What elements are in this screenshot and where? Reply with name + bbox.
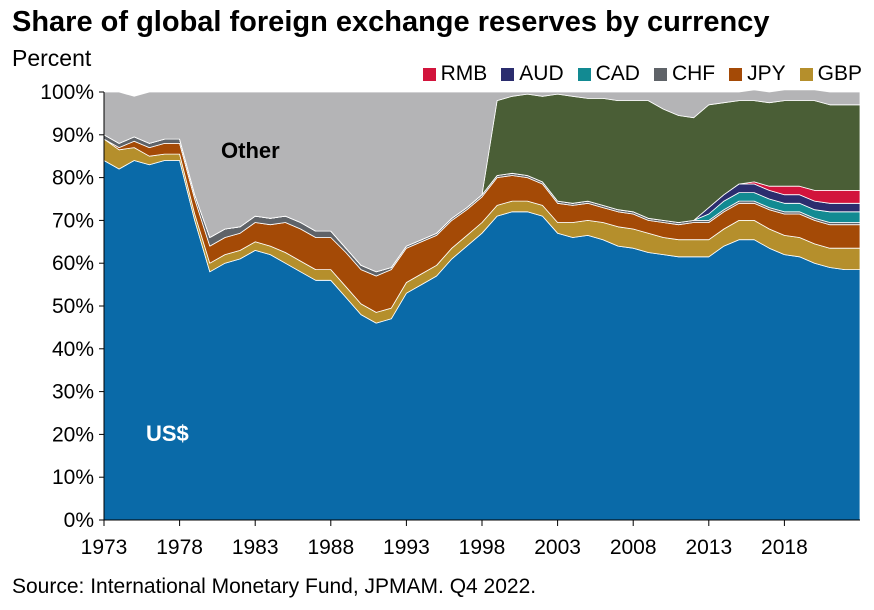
legend-label-aud: AUD — [519, 62, 564, 85]
legend-item-chf: CHF — [653, 62, 716, 86]
y-tick-label: 60% — [52, 252, 94, 275]
annotation-other: Other — [221, 138, 280, 163]
x-tick-label: 1988 — [307, 536, 354, 559]
y-tick-label: 80% — [52, 167, 94, 190]
legend-swatch-jpy — [729, 67, 743, 81]
x-tick-label: 1983 — [232, 536, 279, 559]
y-tick-label: 50% — [52, 295, 94, 318]
chart-title: Share of global foreign exchange reserve… — [12, 6, 770, 38]
legend-label-cad: CAD — [595, 62, 640, 85]
legend-item-jpy: JPY — [729, 62, 786, 86]
area-other — [103, 89, 861, 273]
y-tick-label: 90% — [52, 124, 94, 147]
legend-swatch-aud — [501, 67, 515, 81]
annotation-usd: US$ — [146, 421, 189, 446]
legend-label-jpy: JPY — [747, 62, 786, 85]
legend-swatch-cad — [577, 67, 591, 81]
legend-swatch-rmb — [422, 67, 436, 81]
x-tick-label: 1973 — [81, 536, 128, 559]
x-tick-label: 1998 — [459, 536, 506, 559]
y-tick-label: 0% — [64, 509, 94, 532]
legend-item-aud: AUD — [501, 62, 564, 86]
legend-item-gbp: GBP — [799, 62, 862, 86]
x-tick-label: 2003 — [534, 536, 581, 559]
legend-swatch-chf — [653, 67, 667, 81]
x-tick-label: 2008 — [610, 536, 657, 559]
y-tick-label: 40% — [52, 338, 94, 361]
y-tick-label: 10% — [52, 466, 94, 489]
y-tick-label: 100% — [40, 81, 94, 104]
y-tick-label: 20% — [52, 423, 94, 446]
legend-item-cad: CAD — [577, 62, 640, 86]
legend-item-rmb: RMB — [422, 62, 488, 86]
x-tick-label: 1993 — [383, 536, 430, 559]
x-tick-label: 2013 — [685, 536, 732, 559]
x-tick-label: 2018 — [761, 536, 808, 559]
y-tick-label: 30% — [52, 381, 94, 404]
x-tick-label: 1978 — [156, 536, 203, 559]
legend-swatch-gbp — [799, 67, 813, 81]
legend-label-gbp: GBP — [817, 62, 862, 85]
legend-label-rmb: RMB — [440, 62, 488, 85]
y-tick-label: 70% — [52, 209, 94, 232]
legend-label-chf: CHF — [671, 62, 716, 85]
stacked-area-chart: 0% 10% 20% 30% 40% 50% 60% 70% 80% 90% 100% 1973 197… — [40, 81, 861, 559]
source-note: Source: International Monetary Fund, JPM… — [12, 575, 537, 598]
legend: RMB AUD CAD CHF JPY GBP — [422, 62, 862, 86]
y-axis-unit-label: Percent — [12, 45, 92, 71]
